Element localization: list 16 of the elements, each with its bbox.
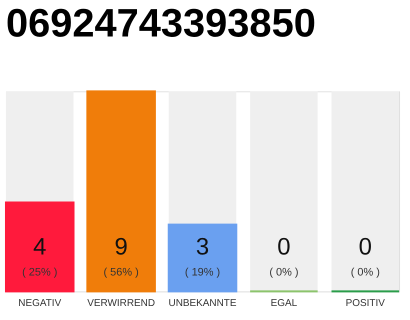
annotation: ( 0% ) <box>350 266 380 278</box>
data-label: 0 <box>277 234 291 261</box>
chart-title: 06924743393850 <box>6 2 316 46</box>
x-tick-label: VERWIRREND <box>87 298 155 309</box>
data-label: 4 <box>33 234 46 261</box>
data-label: 3 <box>196 234 210 261</box>
data-label: 0 <box>358 234 372 261</box>
data-label: 9 <box>114 234 128 261</box>
x-tick-label: POSITIV <box>346 298 386 309</box>
annotation: ( 0% ) <box>269 266 298 278</box>
x-tick-label: NEGATIV <box>18 298 62 309</box>
x-tick-label: UNBEKANNTE <box>168 298 237 309</box>
annotation: ( 25% ) <box>22 266 58 278</box>
annotation: ( 19% ) <box>184 266 220 278</box>
x-tick-label: EGAL <box>270 298 298 309</box>
annotation: ( 56% ) <box>103 266 139 278</box>
